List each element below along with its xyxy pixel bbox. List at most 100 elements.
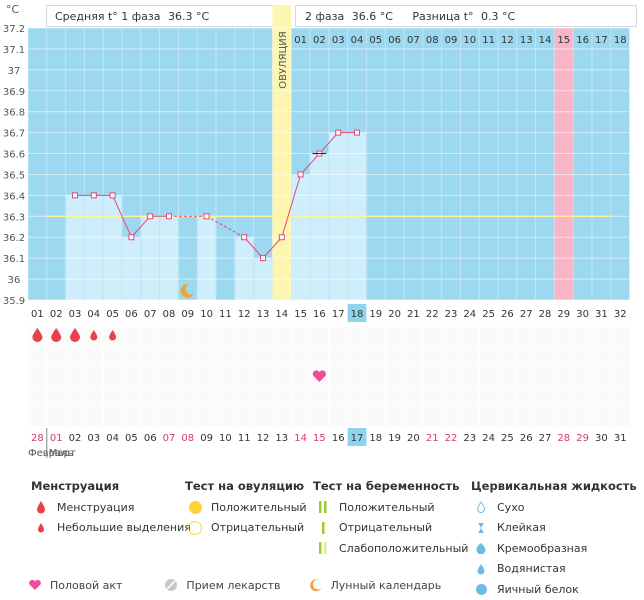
grid-cell <box>291 387 310 406</box>
grid-cell <box>272 347 291 366</box>
grid-cell <box>479 347 498 366</box>
heart-icon <box>312 370 327 382</box>
grid-cell <box>310 327 329 346</box>
calendar-date-label: 04 <box>106 433 119 444</box>
grid-cell <box>366 327 385 346</box>
calendar-date-label: 26 <box>520 433 533 444</box>
cycle-day-label: 26 <box>501 309 514 320</box>
grid-cell <box>66 407 84 426</box>
cycle-day-label: 10 <box>200 309 213 320</box>
legend-moon: Лунный календарь <box>330 578 442 592</box>
phase2-summary: 2 фаза 36.6 °C Разница t° 0.3 °C <box>295 5 637 27</box>
cycle-day-label: 23 <box>445 309 458 320</box>
calendar-date-label: 02 <box>69 433 82 444</box>
grid-cell <box>554 347 573 366</box>
y-tick-label: 36.1 <box>3 254 25 265</box>
legend-pregnancy-title: Тест на беременность <box>313 479 460 493</box>
calendar-date-label: 21 <box>426 433 439 444</box>
grid-cell <box>348 407 366 426</box>
eggwhite-icon <box>475 583 487 595</box>
grid-cell <box>216 407 235 426</box>
grid-cell <box>84 367 103 386</box>
grid-cell <box>216 327 235 346</box>
grid-cell <box>178 407 197 426</box>
faint-lines-icon <box>319 542 327 555</box>
top-day-label: 10 <box>463 35 476 46</box>
grid-cell <box>235 347 254 366</box>
grid-cell <box>160 407 178 426</box>
top-day-label: 05 <box>369 35 382 46</box>
grid-cell <box>404 347 423 366</box>
temp-point <box>109 192 116 199</box>
one-line-icon <box>322 521 325 534</box>
cycle-day-label: 24 <box>463 309 476 320</box>
grid-cell <box>197 367 216 386</box>
grid-cell <box>178 387 197 406</box>
grid-cell <box>611 327 630 346</box>
heart-icon <box>29 579 41 590</box>
creamy-icon <box>476 543 486 555</box>
phase1-label: Средняя t° 1 фаза <box>55 10 161 23</box>
grid-cell <box>103 407 122 426</box>
grid-cell <box>517 407 536 426</box>
calendar-date-label: 25 <box>501 433 514 444</box>
two-lines-icon <box>319 501 327 514</box>
grid-cell <box>235 387 254 406</box>
calendar-date-label: 17 <box>351 433 364 444</box>
positive-circle-icon <box>188 500 202 514</box>
unit-label: °C <box>6 3 20 16</box>
calendar-date-label: 05 <box>125 433 138 444</box>
grid-cell <box>122 327 141 346</box>
menstruation-drop <box>32 328 43 342</box>
grid-cell <box>592 387 611 406</box>
top-day-label: 11 <box>482 35 495 46</box>
grid-cell <box>479 407 498 426</box>
grid-cell <box>460 407 479 426</box>
grid-cell <box>84 407 103 426</box>
grid-cell <box>442 367 460 386</box>
legend-pregnancy-negative: Отрицательный <box>339 521 433 535</box>
grid-cell <box>460 327 479 346</box>
top-day-label: 06 <box>388 35 401 46</box>
watery-drop-icon <box>477 563 485 575</box>
calendar-date-label: 11 <box>238 433 251 444</box>
y-tick-label: 36.7 <box>3 129 25 140</box>
grid-cell <box>122 347 141 366</box>
temp-point <box>335 129 342 136</box>
grid-cell <box>498 327 517 346</box>
temp-bar <box>66 195 84 300</box>
legend-menstruation-title: Менструация <box>31 479 120 493</box>
cycle-day-label: 17 <box>332 309 345 320</box>
top-day-label: 14 <box>539 35 552 46</box>
top-day-label: 12 <box>501 35 514 46</box>
calendar-date-label: 10 <box>219 433 232 444</box>
cycle-day-label: 15 <box>294 309 307 320</box>
temp-bar <box>310 153 329 300</box>
grid-cell <box>28 407 47 426</box>
temp-line-segment <box>206 215 245 238</box>
grid-cell <box>28 367 47 386</box>
top-day-label: 09 <box>445 35 458 46</box>
spotting-drop <box>109 330 117 341</box>
calendar-date-label: 09 <box>200 433 213 444</box>
cycle-day-label: 02 <box>50 309 63 320</box>
grid-cell <box>517 387 536 406</box>
top-day-label: 04 <box>351 35 364 46</box>
top-day-label: 15 <box>557 35 570 46</box>
grid-cell <box>216 387 235 406</box>
calendar-date-label: 06 <box>144 433 157 444</box>
grid-cell <box>329 407 348 426</box>
y-tick-label: 37.2 <box>3 24 25 35</box>
grid-cell <box>84 347 103 366</box>
grid-cell <box>573 407 592 426</box>
grid-cell <box>517 327 536 346</box>
grid-cell <box>141 407 160 426</box>
calendar-date-label: 30 <box>595 433 608 444</box>
grid-cell <box>178 367 197 386</box>
calendar-date-label: 18 <box>369 433 382 444</box>
grid-cell <box>197 387 216 406</box>
sticky-icon <box>478 522 484 533</box>
grid-cell <box>66 387 84 406</box>
grid-cell <box>611 407 630 426</box>
grid-cell <box>404 367 423 386</box>
